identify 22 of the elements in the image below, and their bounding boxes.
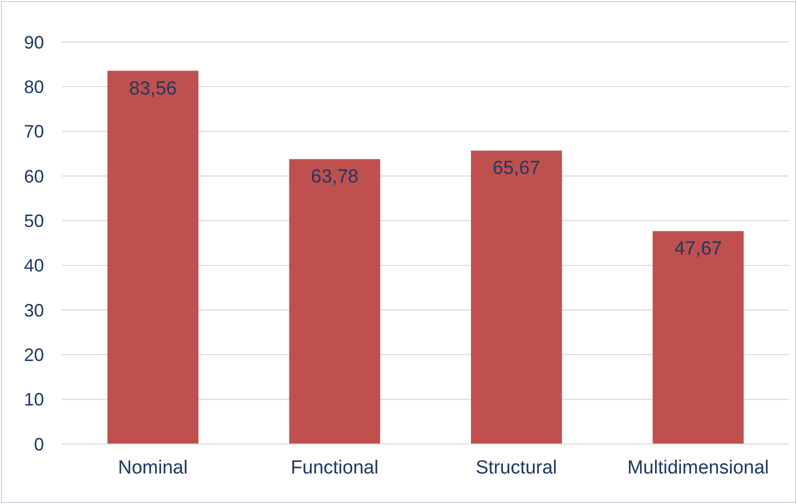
y-tick-label: 60 (24, 166, 44, 186)
y-tick-label: 70 (24, 122, 44, 142)
data-label: 65,67 (492, 158, 540, 180)
y-tick-label: 20 (24, 345, 44, 366)
data-label: 63,78 (310, 166, 358, 188)
x-tick-label: Multidimensional (627, 457, 769, 478)
y-tick-label: 0 (34, 434, 44, 454)
x-tick-label: Structural (476, 457, 558, 478)
y-tick-label: 10 (24, 390, 44, 410)
data-label: 47,67 (674, 238, 722, 260)
y-tick-label: 80 (24, 77, 44, 98)
bar (470, 150, 562, 444)
y-tick-label: 30 (24, 300, 44, 320)
y-tick-label: 40 (24, 256, 44, 276)
y-tick-label: 90 (24, 32, 44, 52)
bar (107, 70, 198, 444)
bar (289, 159, 380, 444)
y-tick-label: 50 (24, 211, 44, 232)
x-tick-label: Nominal (118, 457, 188, 478)
x-tick-label: Functional (290, 457, 378, 478)
bar (652, 231, 744, 444)
data-label: 83,56 (129, 78, 177, 100)
